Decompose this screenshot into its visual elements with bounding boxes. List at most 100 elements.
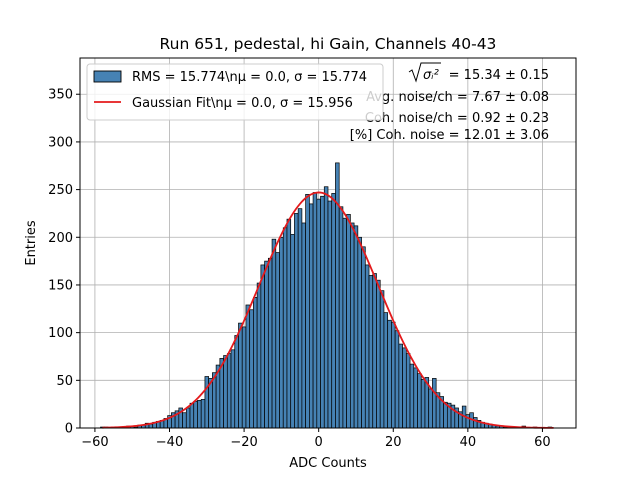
histogram-bar <box>312 192 318 429</box>
histogram-bars <box>100 162 553 429</box>
plot-frame <box>79 57 577 429</box>
histogram-bar <box>290 234 295 429</box>
histogram-bar <box>353 225 359 429</box>
x-tick-label: 40 <box>460 435 477 450</box>
y-tick-label: 50 <box>56 374 73 389</box>
annotation-line-1: = 15.34 ± 0.15 <box>449 68 549 83</box>
x-tick-label: 60 <box>534 435 551 450</box>
histogram-bar <box>249 309 254 429</box>
histogram-bar <box>338 206 344 429</box>
histogram-bar <box>376 279 381 429</box>
sqrt-sigma-annotation: σᵢ² = 15.34 ± 0.15 <box>408 62 549 83</box>
histogram-bar <box>223 355 228 429</box>
y-axis-label: Entries <box>24 220 39 266</box>
histogram-bar <box>230 349 236 429</box>
annotation-line-2: Avg. noise/ch = 7.67 ± 0.08 <box>366 90 549 105</box>
histogram-bar <box>234 335 239 429</box>
histogram-bar <box>267 257 273 429</box>
histogram-bar <box>398 343 403 429</box>
histogram-bar <box>443 401 448 429</box>
legend: RMS = 15.774\nμ = 0.0, σ = 15.774 Gaussi… <box>86 63 384 121</box>
histogram-bar <box>316 198 321 429</box>
y-tick-label: 250 <box>48 183 73 198</box>
legend-swatch-rms <box>93 70 122 83</box>
histogram-bar <box>473 417 478 429</box>
histogram-bar <box>323 186 329 429</box>
histogram-bar <box>305 194 310 429</box>
histogram-bar <box>297 208 303 429</box>
histogram-bar <box>226 353 232 429</box>
histogram-bar <box>271 238 277 429</box>
noise-annotations: σᵢ² = 15.34 ± 0.15 Avg. noise/ch = 7.67 … <box>350 62 549 143</box>
histogram-bar <box>286 218 292 429</box>
histogram-bar <box>320 195 325 429</box>
histogram-bar <box>204 376 210 429</box>
y-tick-label: 300 <box>48 135 73 150</box>
y-tick-label: 200 <box>48 231 73 246</box>
histogram-bar <box>350 222 355 429</box>
y-tick-label: 150 <box>48 278 73 293</box>
x-tick-label: −20 <box>230 435 257 450</box>
histogram-bar <box>391 321 396 429</box>
histogram-bar <box>200 399 206 429</box>
histogram-bar <box>253 297 258 429</box>
histogram-bar <box>245 304 251 429</box>
histogram-bar <box>193 400 198 429</box>
histogram-bar <box>331 193 336 429</box>
histogram-bar <box>372 273 377 429</box>
histogram-bar <box>275 252 280 429</box>
annotation-line-3: Coh. noise/ch = 0.92 ± 0.23 <box>365 111 549 126</box>
histogram-bar <box>368 275 374 429</box>
histogram-bar <box>432 378 437 429</box>
histogram-bar <box>394 330 400 429</box>
histogram-bar <box>185 407 191 429</box>
histogram-bar <box>294 213 299 429</box>
x-axis-label: ADC Counts <box>289 456 367 471</box>
x-tick-label: −60 <box>81 435 108 450</box>
histogram-bar <box>301 222 306 429</box>
histogram-bar <box>260 264 265 429</box>
legend-label-rms: RMS = 15.774\nμ = 0.0, σ = 15.774 <box>132 70 367 85</box>
histogram-bar <box>327 200 333 429</box>
sqrt-symbol <box>408 62 441 83</box>
y-tick-label: 0 <box>65 422 73 437</box>
histogram-bar <box>309 203 314 429</box>
annotation-line-4: [%] Coh. noise = 12.01 ± 3.06 <box>350 128 549 143</box>
chart-title: Run 651, pedestal, hi Gain, Channels 40-… <box>160 35 497 53</box>
gaussian-fit-curve <box>102 191 554 429</box>
histogram-bar <box>420 379 426 429</box>
histogram-bar <box>357 236 362 429</box>
x-axis-ticks: −60 −40 −20 0 20 40 60 <box>81 428 551 450</box>
histogram-bar <box>238 322 243 429</box>
sigma-i-squared: σᵢ² <box>423 68 439 83</box>
histogram-bar <box>379 290 385 429</box>
histogram-bar <box>402 347 407 429</box>
histogram-bar <box>361 246 366 429</box>
histogram-bar <box>417 373 422 429</box>
histogram-bar <box>256 282 262 429</box>
histogram-bar <box>387 319 392 429</box>
histogram-bar <box>405 353 411 429</box>
histogram-bar <box>346 214 351 429</box>
histogram-bar <box>409 363 415 429</box>
x-tick-label: 20 <box>385 435 402 450</box>
histogram-bar <box>197 399 202 429</box>
histogram-bar <box>383 312 389 429</box>
histogram-bar <box>413 367 418 429</box>
histogram-bar <box>282 227 288 429</box>
y-tick-label: 100 <box>48 326 73 341</box>
x-tick-label: −40 <box>156 435 183 450</box>
histogram-bar <box>364 264 370 429</box>
histogram-bar <box>189 402 195 429</box>
y-tick-label: 350 <box>48 88 73 103</box>
histogram-bar <box>182 412 187 429</box>
histogram-bar <box>342 217 347 429</box>
y-axis-ticks: 0 50 100 150 200 250 300 350 <box>48 88 80 437</box>
histogram-bar <box>212 372 217 429</box>
legend-box <box>86 63 384 121</box>
histogram-bar <box>428 388 433 429</box>
x-tick-label: 0 <box>315 435 323 450</box>
histogram-bar <box>279 236 284 429</box>
legend-label-fit: Gaussian Fit\nμ = 0.0, σ = 15.956 <box>132 96 353 111</box>
